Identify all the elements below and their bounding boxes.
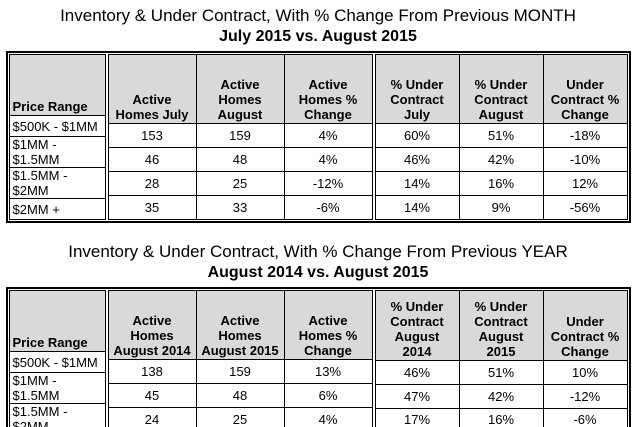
year-comparison-section: Inventory & Under Contract, With % Chang…	[0, 223, 636, 427]
table-cell: 10%	[542, 360, 628, 385]
table-cell: 9%	[458, 195, 544, 220]
column-header: Active Homes July	[107, 53, 197, 125]
year-comparison-table: Price Range $500K - $1MM $1MM - $1.5MM $…	[5, 287, 631, 427]
column-header: Under Contract % Change	[542, 53, 628, 125]
table-cell: 46%	[374, 147, 460, 173]
table-cell: -10%	[542, 147, 628, 173]
table-cell: 25	[195, 407, 285, 427]
column-header: Under Contract % Change	[542, 289, 628, 362]
price-range-group: Price Range $500K - $1MM $1MM - $1.5MM $…	[8, 290, 106, 427]
price-range-cell: $1.5MM - $2MM	[8, 167, 106, 199]
table-cell: 51%	[458, 123, 544, 149]
price-range-cell: $500K - $1MM	[8, 115, 106, 137]
section-subtitle: July 2015 vs. August 2015	[219, 28, 417, 45]
column-header: Active Homes August 2015	[195, 289, 285, 361]
table-cell: 33	[195, 195, 285, 220]
table-cell: 13%	[283, 359, 373, 385]
table-cell: -6%	[283, 195, 373, 220]
column-header: % Under Contract August 2015	[458, 289, 544, 362]
under-contract-group: % Under Contract July % Under Contract A…	[374, 53, 628, 220]
table-cell: 42%	[458, 383, 544, 409]
table-cell: 6%	[283, 383, 373, 409]
table-cell: -12%	[542, 383, 628, 409]
under-contract-group: % Under Contract August 2014 % Under Con…	[374, 289, 628, 427]
table-cell: 159	[195, 359, 285, 385]
table-cell: -18%	[542, 123, 628, 149]
table-cell: 35	[107, 195, 197, 220]
section-subtitle: August 2014 vs. August 2015	[207, 264, 429, 281]
table-cell: -6%	[542, 407, 628, 427]
table-cell: 28	[107, 171, 197, 197]
table-cell: 60%	[374, 123, 460, 149]
column-header: Active Homes August	[195, 53, 285, 125]
table-cell: 138	[107, 359, 197, 385]
column-header: % Under Contract August	[458, 53, 544, 125]
price-range-cell: $2MM +	[8, 198, 106, 220]
column-header: Price Range	[8, 54, 106, 116]
price-range-cell: $500K - $1MM	[8, 351, 106, 373]
table-cell: 4%	[283, 123, 373, 149]
table-cell: 45	[107, 383, 197, 409]
price-range-group: Price Range $500K - $1MM $1MM - $1.5MM $…	[8, 54, 106, 220]
price-range-cell: $1MM - $1.5MM	[8, 372, 106, 404]
column-header: Active Homes August 2014	[107, 289, 197, 361]
column-header: Active Homes % Change	[283, 289, 373, 361]
table-cell: 16%	[458, 407, 544, 427]
table-cell: 48	[195, 383, 285, 409]
table-cell: 14%	[374, 171, 460, 197]
table-cell: 153	[107, 123, 197, 149]
table-cell: 48	[195, 147, 285, 173]
section-title: Inventory & Under Contract, With % Chang…	[60, 6, 576, 25]
table-cell: 47%	[374, 383, 460, 409]
table-cell: 46%	[374, 360, 460, 385]
table-cell: 25	[195, 171, 285, 197]
table-cell: 14%	[374, 195, 460, 220]
column-header: % Under Contract July	[374, 53, 460, 125]
table-cell: 46	[107, 147, 197, 173]
table-cell: 24	[107, 407, 197, 427]
table-cell: 16%	[458, 171, 544, 197]
table-cell: 4%	[283, 147, 373, 173]
active-homes-group: Active Homes July Active Homes August Ac…	[107, 53, 373, 220]
table-cell: 42%	[458, 147, 544, 173]
price-range-cell: $1.5MM - $2MM	[8, 403, 106, 427]
column-header: Active Homes % Change	[283, 53, 373, 125]
active-homes-group: Active Homes August 2014 Active Homes Au…	[107, 289, 373, 427]
column-header: % Under Contract August 2014	[374, 289, 460, 362]
table-cell: 159	[195, 123, 285, 149]
table-cell: 12%	[542, 171, 628, 197]
section-title: Inventory & Under Contract, With % Chang…	[68, 242, 568, 261]
table-cell: -56%	[542, 195, 628, 220]
month-comparison-section: Inventory & Under Contract, With % Chang…	[5, 6, 631, 223]
table-cell: 51%	[458, 360, 544, 385]
column-header: Price Range	[8, 290, 106, 352]
table-cell: 17%	[374, 407, 460, 427]
price-range-cell: $1MM - $1.5MM	[8, 136, 106, 168]
table-cell: 4%	[283, 407, 373, 427]
table-cell: -12%	[283, 171, 373, 197]
month-comparison-table: Price Range $500K - $1MM $1MM - $1.5MM $…	[5, 51, 631, 223]
